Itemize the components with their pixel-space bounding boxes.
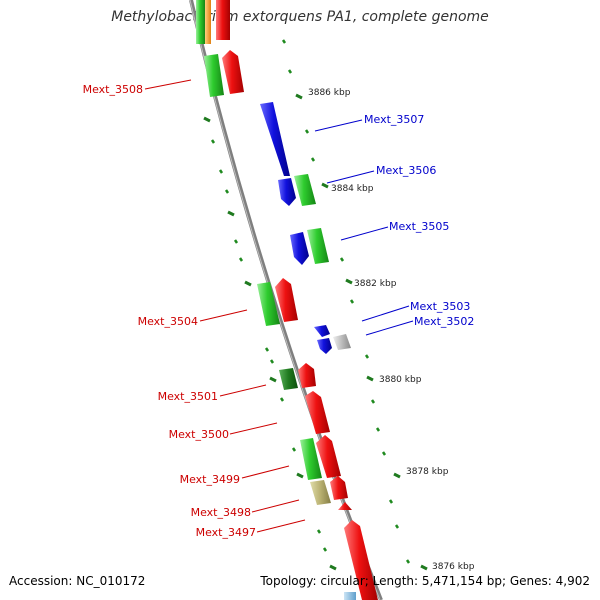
dotted-guide-tracks — [210, 39, 411, 564]
genes-top-partial — [196, 0, 230, 44]
gene-gray-3502 — [333, 334, 351, 350]
gene-red-3500 — [305, 391, 330, 434]
gene-red-3499a — [316, 435, 341, 478]
scale-label-3884: 3884 kbp — [331, 184, 374, 194]
gene-label-mext-3498[interactable]: Mext_3498 — [191, 506, 251, 519]
gene-lightblue-bottom — [344, 592, 356, 600]
leader-lines-forward — [314, 119, 414, 336]
leader-lines-reverse — [144, 79, 306, 533]
gene-labels-reverse: Mext_3508 Mext_3504 Mext_3501 Mext_3500 … — [83, 83, 256, 539]
gene-label-mext-3506[interactable]: Mext_3506 — [376, 164, 436, 177]
gene-mext-3505-block — [290, 228, 329, 265]
scale-labels: 3886 kbp 3884 kbp 3882 kbp 3880 kbp 3878… — [308, 88, 475, 572]
gene-green-3505 — [307, 228, 329, 264]
gene-green-top — [196, 0, 205, 44]
gene-red-3508 — [222, 50, 244, 94]
scale-label-3880: 3880 kbp — [379, 375, 422, 385]
gene-label-mext-3500[interactable]: Mext_3500 — [169, 428, 229, 441]
gene-blue-3505 — [290, 232, 309, 265]
gene-blue-3502 — [317, 338, 332, 354]
gene-khaki-3498 — [310, 480, 331, 505]
scale-ticks — [203, 93, 428, 571]
gene-red-bottom — [344, 520, 378, 600]
gene-darkgreen-3501 — [279, 368, 298, 390]
genome-summary-text: Topology: circular; Length: 5,471,154 bp… — [260, 574, 590, 588]
gene-mext-3506-block — [278, 174, 316, 206]
accession-text: Accession: NC_010172 — [9, 574, 146, 588]
gene-label-mext-3508[interactable]: Mext_3508 — [83, 83, 143, 96]
gene-orange-top — [205, 0, 211, 44]
gene-blue-3507 — [260, 102, 290, 176]
gene-label-mext-3503[interactable]: Mext_3503 — [410, 300, 470, 313]
scale-label-3882: 3882 kbp — [354, 279, 397, 289]
scale-label-3878: 3878 kbp — [406, 467, 449, 477]
gene-red-3501 — [298, 363, 316, 388]
gene-mext-3499-block — [300, 435, 348, 505]
gene-label-mext-3501[interactable]: Mext_3501 — [158, 390, 218, 403]
gene-green-3504 — [257, 282, 280, 326]
gene-red-top — [216, 0, 230, 40]
gene-red-3497 — [338, 502, 352, 510]
gene-green-3499 — [300, 438, 322, 480]
gene-red-3504 — [275, 278, 298, 322]
gene-labels-forward: Mext_3507 Mext_3506 Mext_3505 Mext_3503 … — [364, 113, 474, 328]
gene-red-3498 — [330, 476, 348, 500]
gene-blue-3506 — [278, 178, 296, 206]
gene-label-mext-3502[interactable]: Mext_3502 — [414, 315, 474, 328]
gene-mext-3504-block — [257, 278, 298, 326]
scale-label-3876: 3876 kbp — [432, 562, 475, 572]
gene-green-3506 — [294, 174, 316, 206]
gene-label-mext-3504[interactable]: Mext_3504 — [138, 315, 198, 328]
gene-label-mext-3497[interactable]: Mext_3497 — [196, 526, 256, 539]
gene-mext-3501-block — [279, 363, 316, 390]
gene-label-mext-3499[interactable]: Mext_3499 — [180, 473, 240, 486]
gene-label-mext-3505[interactable]: Mext_3505 — [389, 220, 449, 233]
gene-label-mext-3507[interactable]: Mext_3507 — [364, 113, 424, 126]
scale-label-3886: 3886 kbp — [308, 88, 351, 98]
gene-mext-3502-block — [317, 334, 351, 354]
gene-mext-3508-block — [204, 50, 244, 97]
gene-blue-3503 — [314, 325, 330, 337]
gene-green-3508a — [204, 54, 224, 97]
